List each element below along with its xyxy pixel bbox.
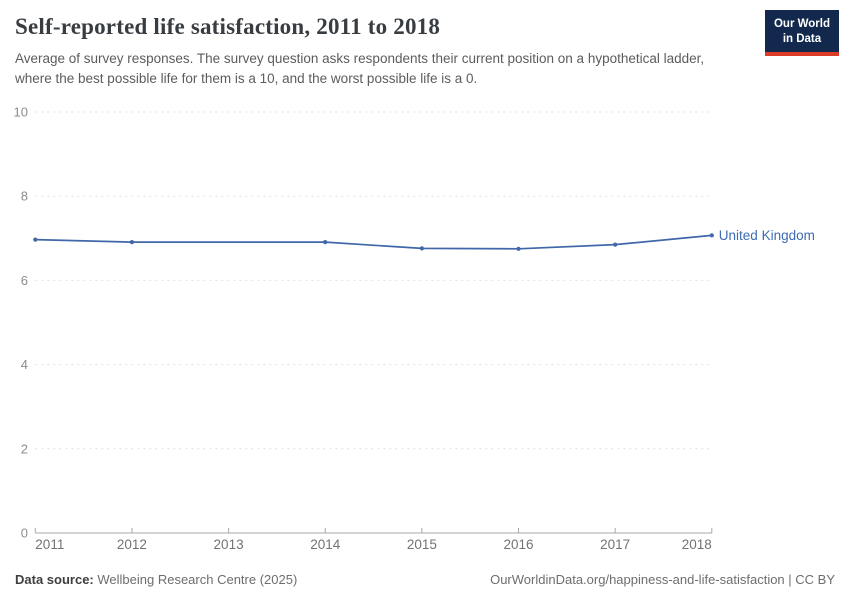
x-tick-label: 2015 <box>407 537 437 552</box>
data-source-label: Data source: <box>15 572 94 587</box>
y-tick-label: 8 <box>21 189 28 204</box>
y-tick-label: 10 <box>14 105 28 120</box>
y-tick-label: 6 <box>21 273 28 288</box>
data-point-2016[interactable] <box>516 246 521 251</box>
chart-footer: Data source: Wellbeing Research Centre (… <box>15 572 835 587</box>
data-point-2014[interactable] <box>323 240 328 245</box>
x-tick-label: 2014 <box>310 537 341 552</box>
y-tick-label: 4 <box>21 357 28 372</box>
owid-logo[interactable]: Our World in Data <box>764 10 839 56</box>
y-tick-label: 0 <box>21 526 28 541</box>
data-point-2017[interactable] <box>613 242 618 247</box>
data-point-2011[interactable] <box>33 237 38 242</box>
series-line[interactable] <box>35 234 712 250</box>
chart-title: Self-reported life satisfaction, 2011 to… <box>15 14 441 39</box>
data-source-value: Wellbeing Research Centre (2025) <box>97 572 298 587</box>
y-tick-label: 2 <box>21 441 28 456</box>
x-tick-label: 2013 <box>214 537 244 552</box>
chart-header: Self-reported life satisfaction, 2011 to… <box>15 14 745 90</box>
x-tick-label: 2017 <box>600 537 630 552</box>
attribution-link[interactable]: OurWorldinData.org/happiness-and-life-sa… <box>490 572 835 587</box>
data-source: Data source: Wellbeing Research Centre (… <box>15 572 297 587</box>
x-tick-label: 2018 <box>682 537 712 552</box>
owid-logo-line2: in Data <box>782 32 822 45</box>
x-tick-label: 2011 <box>35 537 64 552</box>
x-tick-label: 2012 <box>117 537 147 552</box>
data-point-2018[interactable] <box>709 233 714 238</box>
data-point-2015[interactable] <box>419 246 424 251</box>
chart-subtitle: Average of survey responses. The survey … <box>15 51 705 87</box>
owid-logo-line1: Our World <box>773 18 830 30</box>
x-tick-label: 2016 <box>503 537 533 552</box>
series-entity-label[interactable]: United Kingdom <box>719 228 815 243</box>
data-point-2012[interactable] <box>129 240 134 245</box>
